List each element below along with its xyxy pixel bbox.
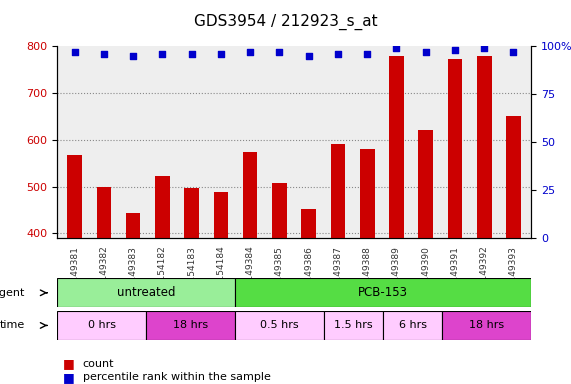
Bar [442, 311, 531, 340]
Text: 0.5 hrs: 0.5 hrs [260, 320, 299, 331]
Point [187, 51, 196, 57]
Bar [126, 213, 140, 384]
Bar [272, 183, 287, 384]
Bar [419, 131, 433, 384]
Point [158, 51, 167, 57]
Point [216, 51, 226, 57]
Point [246, 49, 255, 55]
Bar [360, 149, 375, 384]
Text: ■: ■ [63, 371, 75, 384]
Text: 18 hrs: 18 hrs [173, 320, 208, 331]
Point [392, 45, 401, 51]
Text: percentile rank within the sample: percentile rank within the sample [83, 372, 271, 382]
Point [480, 45, 489, 51]
Point [509, 49, 518, 55]
Bar [301, 209, 316, 384]
Text: 6 hrs: 6 hrs [399, 320, 427, 331]
Text: count: count [83, 359, 114, 369]
Text: untreated: untreated [116, 286, 175, 299]
Bar [235, 311, 324, 340]
Bar [57, 278, 235, 307]
Text: time: time [0, 320, 25, 331]
Bar [155, 176, 170, 384]
Point [70, 49, 79, 55]
Text: PCB-153: PCB-153 [358, 286, 408, 299]
Point [451, 47, 460, 53]
Text: 0 hrs: 0 hrs [87, 320, 115, 331]
Text: ■: ■ [63, 358, 75, 371]
Bar [96, 187, 111, 384]
Text: 18 hrs: 18 hrs [469, 320, 504, 331]
Bar [184, 188, 199, 384]
Bar [506, 116, 521, 384]
Point [128, 53, 138, 59]
Point [363, 51, 372, 57]
Bar [383, 311, 442, 340]
Bar [324, 311, 383, 340]
Point [421, 49, 431, 55]
Bar [448, 59, 463, 384]
Bar [146, 311, 235, 340]
Point [333, 51, 343, 57]
Point [99, 51, 108, 57]
Text: GDS3954 / 212923_s_at: GDS3954 / 212923_s_at [194, 13, 377, 30]
Bar [477, 56, 492, 384]
Point [275, 49, 284, 55]
Bar [67, 155, 82, 384]
Point [304, 53, 313, 59]
Bar [57, 311, 146, 340]
Bar [389, 56, 404, 384]
Text: agent: agent [0, 288, 25, 298]
Bar [331, 144, 345, 384]
Bar [243, 152, 258, 384]
Bar [214, 192, 228, 384]
Bar [235, 278, 531, 307]
Text: 1.5 hrs: 1.5 hrs [334, 320, 373, 331]
